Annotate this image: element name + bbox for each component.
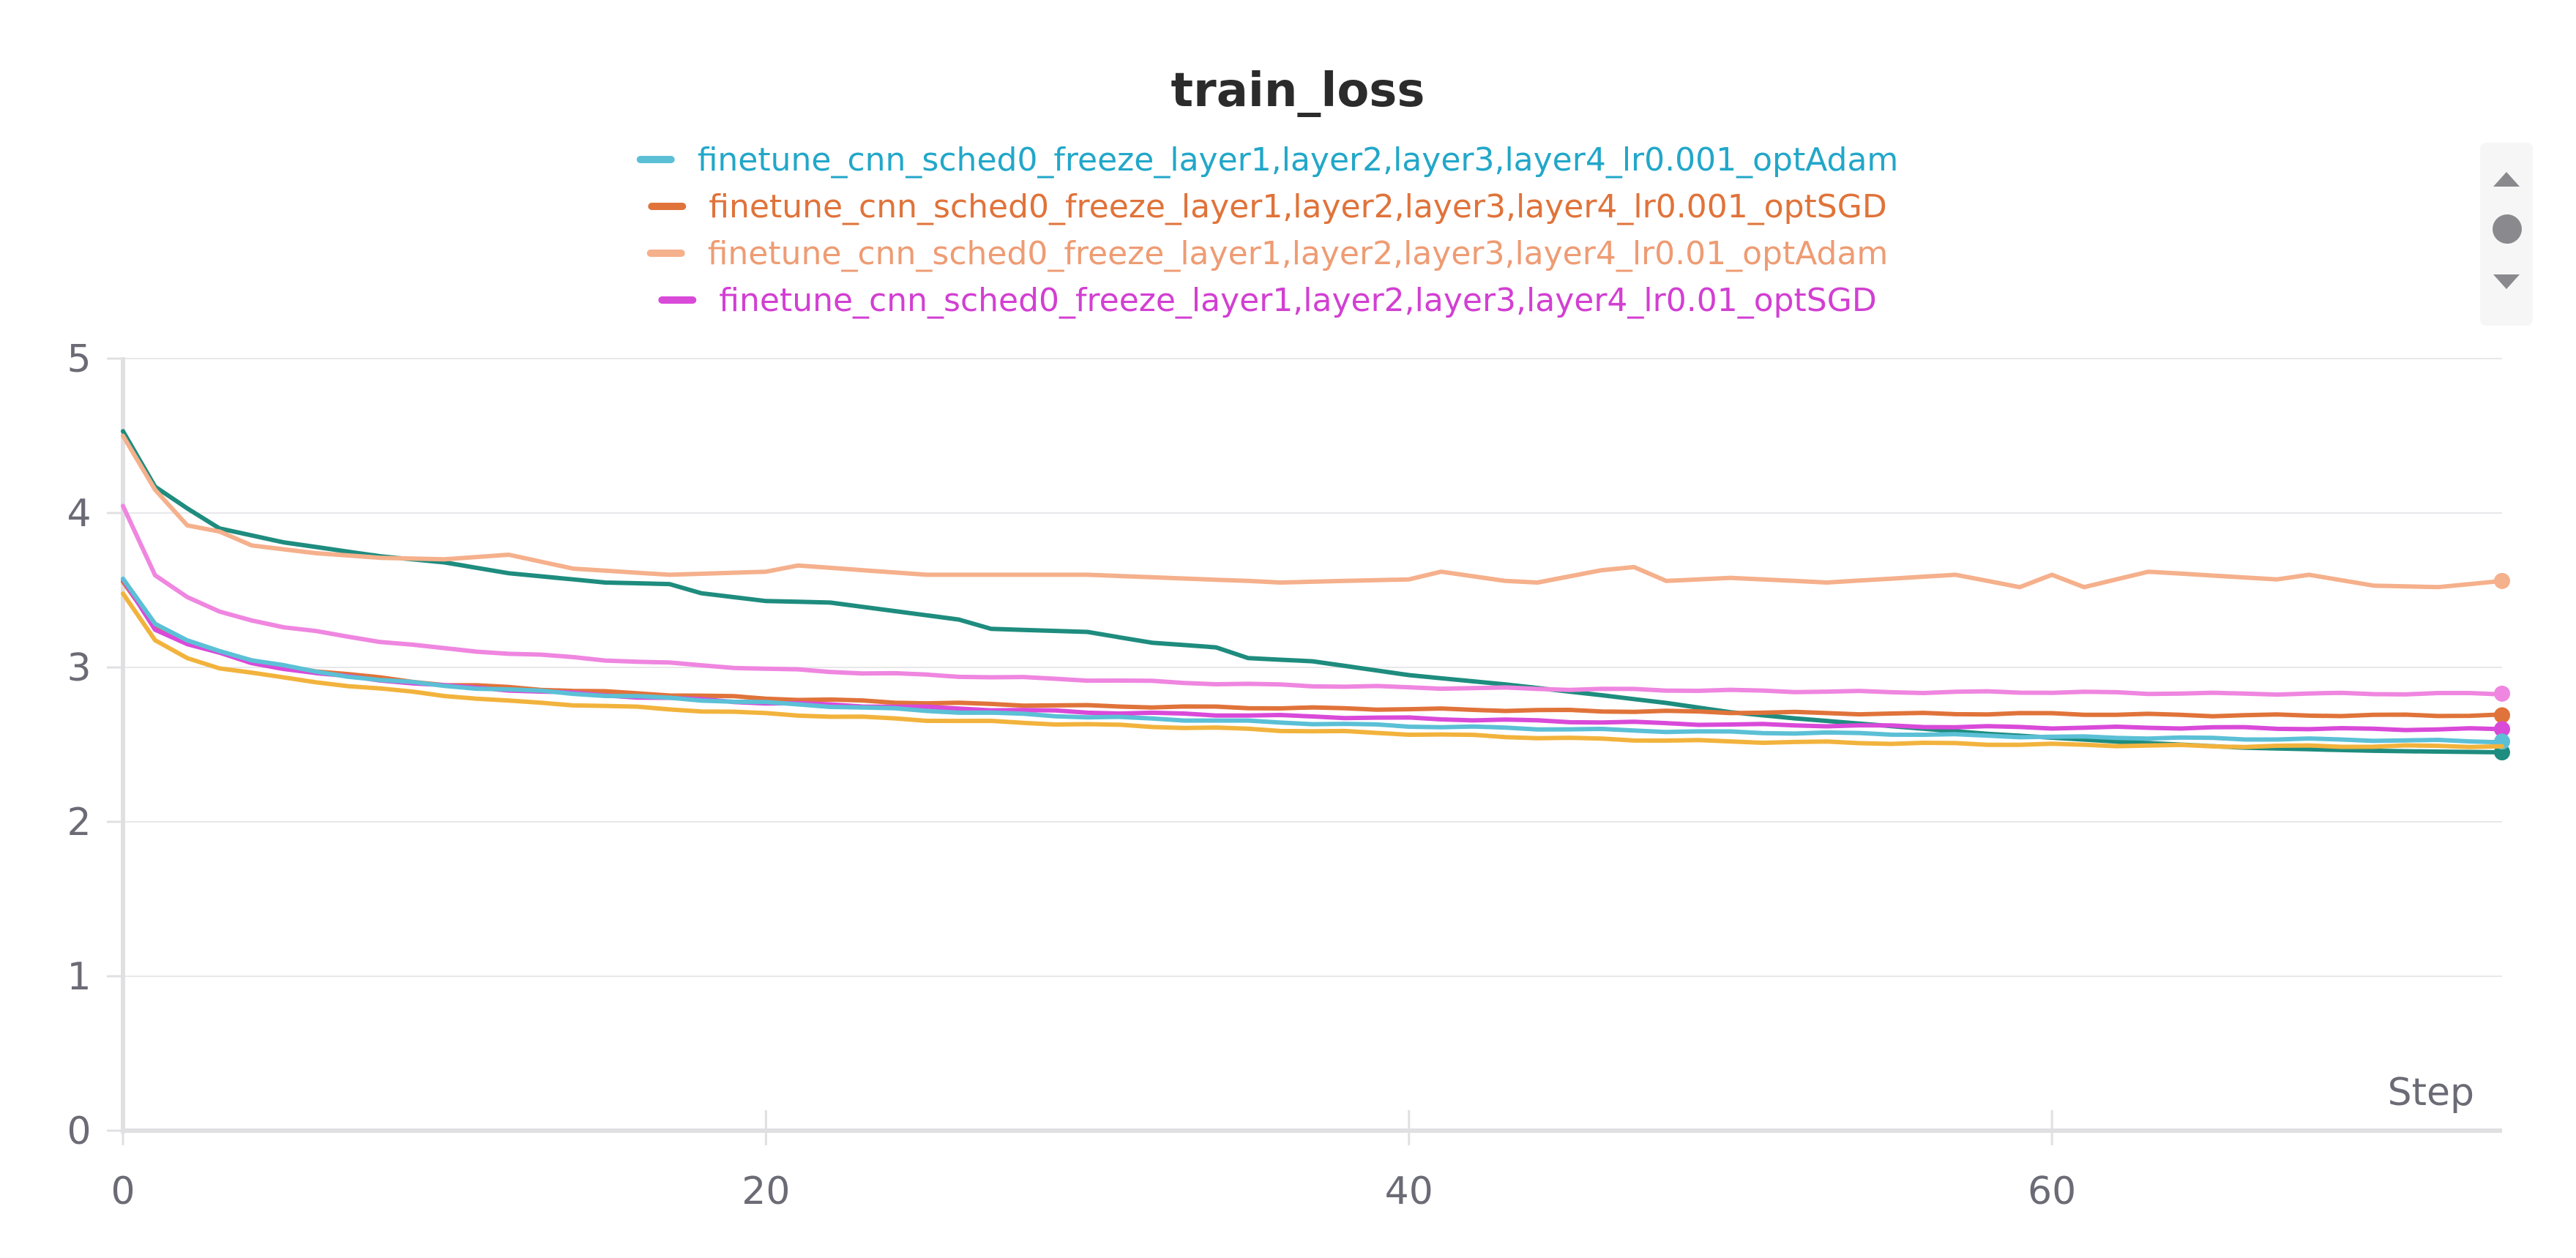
y-tick-label: 0 xyxy=(67,1109,91,1153)
series-end-marker xyxy=(2494,685,2510,702)
x-tick-label: 0 xyxy=(111,1169,135,1213)
series-line xyxy=(121,576,2504,745)
series-end-marker xyxy=(2494,572,2510,589)
series-line xyxy=(121,433,2504,590)
legend-label: finetune_cnn_sched0_freeze_layer1,layer2… xyxy=(709,188,1886,225)
y-tick-label: 2 xyxy=(67,801,91,845)
series-line xyxy=(121,579,2504,719)
scroll-up-icon[interactable] xyxy=(2493,172,2520,187)
legend: finetune_cnn_sched0_freeze_layer1,layer2… xyxy=(636,141,1899,319)
axes xyxy=(107,357,2502,1145)
grid-lines xyxy=(123,358,2502,977)
legend-label: finetune_cnn_sched0_freeze_layer1,layer2… xyxy=(719,282,1876,319)
scroll-down-icon[interactable] xyxy=(2493,274,2520,289)
series-line xyxy=(121,503,2504,697)
x-tick-label: 20 xyxy=(742,1169,790,1213)
series-line xyxy=(121,429,2504,755)
legend-label: finetune_cnn_sched0_freeze_layer1,layer2… xyxy=(698,141,1899,179)
tick-labels: 0 1 2 3 4 5 0 20 40 60 xyxy=(67,337,2076,1213)
legend-label: finetune_cnn_sched0_freeze_layer1,layer2… xyxy=(708,235,1889,272)
x-tick-label: 40 xyxy=(1385,1169,1433,1213)
chart-title: train_loss xyxy=(1171,64,1425,118)
y-tick-label: 5 xyxy=(67,337,91,381)
series-end-marker xyxy=(2494,721,2510,738)
scroll-position-icon[interactable] xyxy=(2493,214,2522,244)
y-tick-label: 4 xyxy=(67,492,91,536)
legend-scroll-control xyxy=(2480,143,2533,326)
x-tick-label: 60 xyxy=(2028,1169,2076,1213)
y-tick-label: 1 xyxy=(67,955,91,999)
series-end-marker xyxy=(2494,707,2510,724)
y-tick-label: 3 xyxy=(67,646,91,690)
series-line xyxy=(121,591,2504,749)
series-lines xyxy=(121,429,2510,761)
x-axis-title: Step xyxy=(2388,1071,2474,1115)
